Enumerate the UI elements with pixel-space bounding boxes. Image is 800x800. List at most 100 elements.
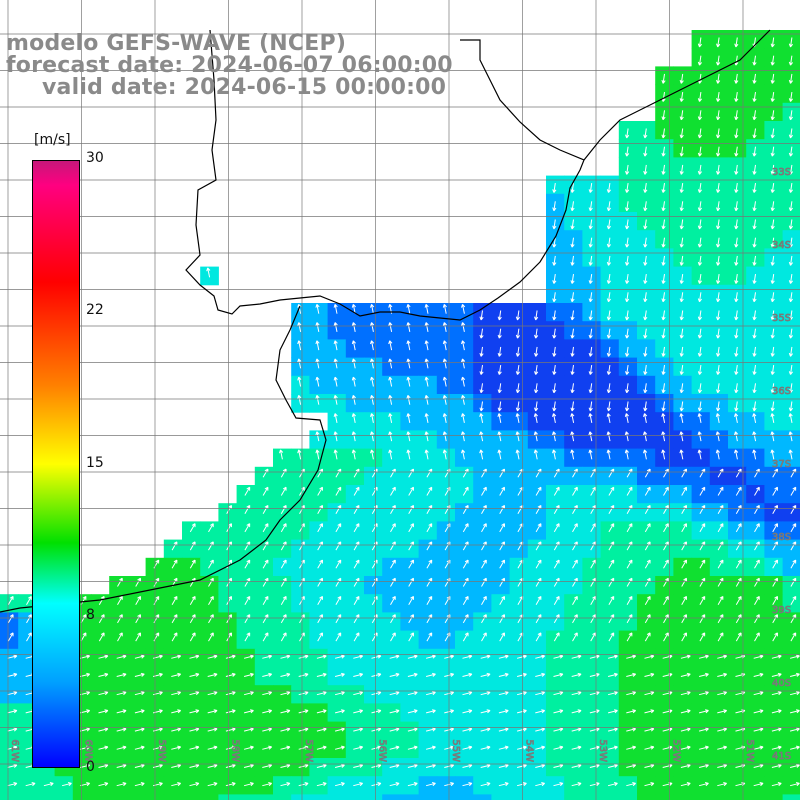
- wind-arrow: [734, 292, 739, 303]
- wind-arrow: [243, 709, 254, 714]
- wind-arrow: [789, 654, 800, 659]
- wind-arrow: [497, 401, 502, 412]
- wind-arrow: [716, 183, 721, 193]
- wind-arrow: [408, 486, 414, 496]
- wind-arrow: [626, 486, 633, 496]
- wind-arrow: [789, 709, 800, 714]
- wind-arrow: [570, 365, 575, 375]
- wind-arrow: [7, 763, 18, 768]
- wind-arrow: [770, 146, 775, 157]
- wind-arrow: [754, 614, 760, 624]
- wind-cell: [673, 794, 693, 800]
- wind-arrow: [661, 346, 666, 357]
- wind-arrow: [716, 219, 721, 230]
- wind-arrow: [681, 486, 687, 496]
- wind-arrow: [498, 709, 509, 714]
- wind-arrow: [262, 486, 269, 496]
- wind-arrow: [316, 654, 327, 659]
- wind-arrow: [424, 376, 429, 387]
- wind-arrow: [80, 595, 87, 605]
- wind-arrow: [606, 431, 611, 442]
- wind-arrow: [553, 745, 564, 750]
- wind-cell: [54, 794, 74, 800]
- wind-arrow: [625, 128, 630, 139]
- wind-arrow: [335, 595, 342, 605]
- wind-arrow: [643, 255, 648, 266]
- wind-cell: [527, 794, 547, 800]
- wind-arrow: [461, 303, 466, 314]
- wind-arrow: [717, 654, 728, 659]
- wind-arrow: [681, 632, 687, 642]
- wind-arrow: [643, 431, 648, 442]
- wind-arrow: [661, 110, 666, 121]
- coastline: [0, 29, 771, 613]
- wind-arrow: [590, 486, 596, 496]
- wind-arrow: [98, 672, 109, 677]
- wind-arrow: [572, 559, 578, 569]
- wind-arrow: [225, 709, 236, 714]
- wind-arrow: [406, 431, 411, 442]
- wind-arrow: [426, 632, 433, 642]
- wind-arrow: [644, 672, 655, 677]
- wind-arrow: [388, 449, 393, 460]
- wind-arrow: [426, 577, 433, 587]
- wind-arrow: [353, 595, 360, 605]
- colorbar-unit-label: [m/s]: [34, 132, 71, 148]
- wind-arrow: [663, 523, 669, 533]
- wind-arrow: [790, 486, 797, 496]
- wind-arrow: [753, 763, 764, 768]
- wind-arrow: [117, 632, 123, 642]
- wind-arrow: [389, 691, 400, 696]
- wind-arrow: [298, 672, 309, 677]
- wind-arrow: [7, 614, 14, 624]
- wind-arrow: [734, 183, 739, 193]
- wind-arrow: [661, 128, 666, 139]
- wind-arrow: [280, 632, 287, 642]
- wind-arrow: [697, 237, 702, 248]
- wind-arrow: [552, 449, 557, 460]
- wind-arrow: [535, 614, 542, 624]
- wind-arrow: [516, 782, 527, 787]
- wind-arrow: [426, 595, 433, 605]
- wind-arrow: [754, 486, 760, 496]
- wind-arrow: [226, 614, 232, 624]
- wind-cell: [182, 794, 201, 800]
- wind-arrow: [788, 401, 793, 412]
- longitude-label: 53W: [597, 739, 608, 762]
- longitude-label: 60W: [83, 739, 94, 762]
- wind-arrow: [607, 672, 618, 677]
- wind-arrow: [208, 614, 214, 624]
- wind-arrow: [552, 292, 557, 303]
- wind-arrow: [752, 328, 757, 339]
- wind-arrow: [43, 782, 54, 787]
- wind-arrow: [353, 709, 364, 714]
- wind-arrow: [661, 183, 666, 193]
- wind-arrow: [225, 727, 236, 732]
- wind-arrow: [697, 164, 702, 175]
- wind-arrow: [717, 577, 724, 587]
- wind-arrow: [697, 110, 702, 121]
- wind-arrow: [770, 92, 775, 102]
- wind-arrow: [770, 401, 775, 412]
- wind-arrow: [535, 486, 542, 496]
- wind-arrow: [515, 383, 520, 394]
- wind-arrow: [244, 523, 251, 533]
- wind-arrow: [697, 383, 702, 394]
- wind-arrow: [570, 328, 575, 339]
- wind-arrow: [479, 383, 484, 394]
- wind-arrow: [315, 322, 320, 332]
- wind-arrow: [625, 292, 630, 303]
- wind-arrow: [244, 559, 251, 569]
- wind-arrow: [553, 672, 564, 677]
- wind-arrow: [461, 413, 466, 423]
- wind-arrow: [790, 523, 797, 533]
- wind-arrow: [552, 183, 557, 193]
- wind-arrow: [607, 782, 618, 787]
- wind-arrow: [625, 201, 630, 212]
- wind-arrow: [606, 365, 611, 375]
- wind-arrow: [553, 559, 560, 569]
- wind-arrow: [734, 110, 739, 121]
- wind-arrow: [644, 523, 651, 533]
- wind-cell: [345, 794, 365, 800]
- wind-arrow: [297, 449, 302, 460]
